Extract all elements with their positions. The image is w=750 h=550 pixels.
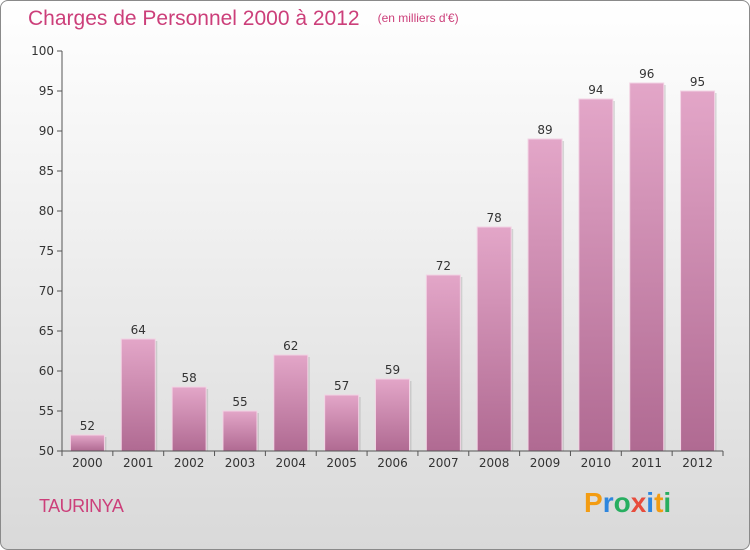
y-tick-label-70: 70 (39, 284, 54, 298)
logo-letter: i (663, 487, 672, 518)
x-tick-label-2000: 2000 (72, 456, 103, 470)
data-label-2012: 95 (690, 75, 705, 89)
logo-letter: P (584, 487, 603, 518)
y-tick-label-60: 60 (39, 364, 54, 378)
bar-2005 (324, 394, 360, 452)
y-tick-label-100: 100 (31, 44, 54, 58)
x-tick-label-2010: 2010 (581, 456, 612, 470)
data-label-2002: 58 (181, 371, 196, 385)
bar-2003 (222, 410, 258, 452)
bar-2011 (629, 82, 665, 452)
axes-group: 2000 2001 2002 2003 2004 2005 2006 2007 2008 2009… (31, 44, 724, 470)
y-tick-label-85: 85 (39, 164, 54, 178)
y-tick-label-90: 90 (39, 124, 54, 138)
x-tick-label-2009: 2009 (530, 456, 561, 470)
bar-2009 (527, 138, 563, 452)
data-label-2007: 72 (436, 259, 451, 273)
x-tick-label-2011: 2011 (631, 456, 662, 470)
data-label-2006: 59 (385, 363, 400, 377)
y-tick-label-80: 80 (39, 204, 54, 218)
x-tick-label-2008: 2008 (479, 456, 510, 470)
logo-letter: t (654, 487, 664, 518)
commune-name: TAURINYA (39, 496, 124, 516)
data-label-2011: 96 (639, 67, 654, 81)
data-label-2004: 62 (283, 339, 298, 353)
y-tick-label-75: 75 (39, 244, 54, 258)
y-tick-label-55: 55 (39, 404, 54, 418)
y-tick-label-65: 65 (39, 324, 54, 338)
bars-group: 52 64 58 55 62 57 59 72 78 89 94 96 95 (69, 67, 717, 452)
data-label-2010: 94 (588, 83, 603, 97)
x-tick-label-2003: 2003 (225, 456, 256, 470)
bar-2000 (69, 434, 105, 452)
bar-2007 (425, 274, 461, 452)
data-label-2008: 78 (487, 211, 502, 225)
bar-2012 (680, 90, 716, 452)
data-label-2003: 55 (232, 395, 247, 409)
x-tick-label-2001: 2001 (123, 456, 154, 470)
x-tick-label-2012: 2012 (682, 456, 713, 470)
bar-2002 (171, 386, 207, 452)
chart-title: Charges de Personnel 2000 à 2012 (en mill… (28, 7, 459, 31)
bar-2008 (476, 226, 512, 452)
bar-2006 (375, 378, 410, 452)
bar-2004 (273, 354, 309, 452)
x-tick-label-2005: 2005 (326, 456, 357, 470)
proxiti-logo: Proxiti (584, 487, 671, 519)
y-tick-label-95: 95 (39, 84, 54, 98)
logo-letter: x (630, 487, 647, 518)
chart-title-text: Charges de Personnel 2000 à 2012 (28, 7, 360, 30)
bar-2001 (120, 338, 156, 452)
x-tick-label-2002: 2002 (174, 456, 205, 470)
x-tick-label-2006: 2006 (377, 456, 408, 470)
data-label-2001: 64 (131, 323, 146, 337)
logo-letter: i (646, 487, 655, 518)
logo-letter: o (613, 487, 631, 518)
x-tick-label-2004: 2004 (276, 456, 307, 470)
logo-letter: r (602, 487, 614, 518)
data-label-2009: 89 (537, 123, 552, 137)
chart-subtitle: (en milliers d'€) (377, 11, 459, 25)
data-label-2005: 57 (334, 379, 349, 393)
y-tick-label-50: 50 (39, 444, 54, 458)
data-label-2000: 52 (80, 419, 95, 433)
x-tick-label-2007: 2007 (428, 456, 459, 470)
bar-2010 (578, 98, 614, 452)
